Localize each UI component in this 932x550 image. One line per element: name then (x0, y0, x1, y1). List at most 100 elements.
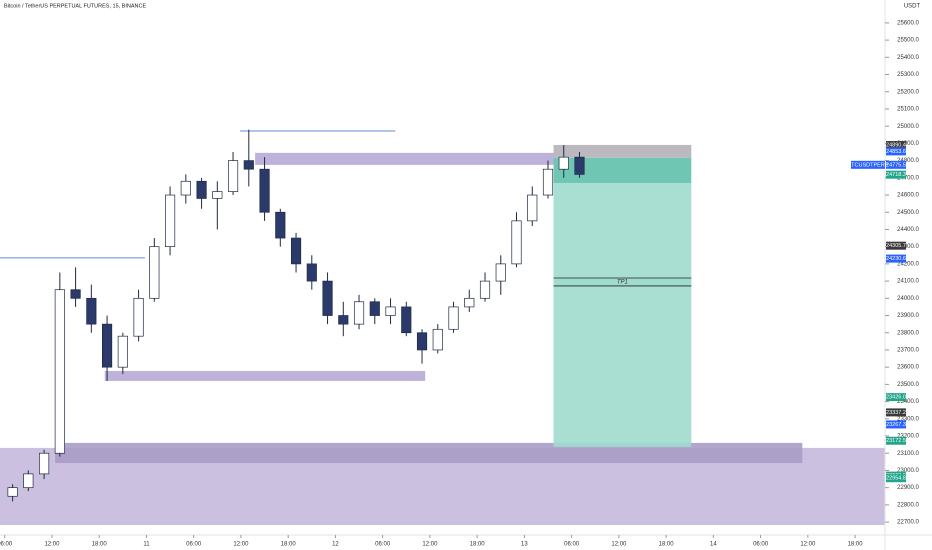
price-badge (886, 254, 906, 263)
target-label: TP1 (617, 280, 628, 286)
y-tick-label: 23200.0 (897, 434, 919, 440)
candle-body (23, 473, 34, 489)
zone (553, 182, 692, 447)
price-badge-label: 22954.8 (886, 476, 906, 482)
y-tick-label: 24300.0 (897, 244, 919, 250)
zone (55, 442, 803, 464)
price-badge-label: 24305.7 (886, 243, 906, 249)
candle-body (70, 289, 81, 299)
candle-body (558, 156, 569, 170)
y-tick-label: 24000.0 (897, 296, 919, 302)
y-tick-label: 24800.0 (897, 158, 919, 164)
candle-body (369, 301, 380, 316)
candle-body (464, 297, 475, 308)
price-badge-label: 24230.6 (886, 256, 906, 262)
candle-body (149, 246, 160, 299)
price-badge (886, 241, 906, 250)
y-tick-label: 22800.0 (897, 502, 919, 508)
y-tick-label: 23100.0 (897, 451, 919, 457)
x-tick-label: 06:00 (753, 542, 769, 548)
y-tick-label: 24400.0 (897, 227, 919, 233)
candle-body (164, 194, 176, 248)
candle-body (527, 194, 538, 222)
y-tick-label: 25200.0 (897, 89, 919, 95)
candle-body (39, 452, 50, 475)
price-badge (886, 436, 906, 445)
candle-body (574, 156, 585, 175)
y-tick-label: 25600.0 (897, 20, 919, 26)
candle-body (353, 301, 365, 325)
x-tick-label: 06:00 (564, 542, 580, 548)
y-tick-label: 23000.0 (897, 468, 919, 474)
symbol-badge (851, 160, 885, 169)
candle-body (227, 160, 239, 192)
price-badge (886, 474, 906, 483)
price-badge-label: 23337.2 (886, 410, 906, 416)
candle-body (196, 180, 207, 199)
y-tick-label: 24200.0 (897, 261, 919, 267)
zone (553, 144, 692, 158)
y-tick-label: 23300.0 (897, 416, 919, 422)
y-tick-label: 23600.0 (897, 365, 919, 371)
y-tick-label: 25100.0 (897, 107, 919, 113)
x-tick-label: 06:00 (0, 542, 13, 548)
candle-body (416, 332, 428, 351)
x-tick-label: 12 (332, 542, 339, 548)
candle-body (290, 237, 302, 265)
y-tick-label: 24100.0 (897, 279, 919, 285)
candle-body (495, 263, 506, 282)
x-tick-label: 12:00 (422, 542, 438, 548)
y-tick-label: 25300.0 (897, 72, 919, 78)
x-tick-label: 12:00 (611, 542, 627, 548)
zone (104, 370, 426, 381)
price-badge-label: 23267.3 (886, 422, 906, 428)
candle-body (133, 297, 144, 337)
x-tick-label: 18:00 (848, 542, 864, 548)
y-tick-label: 24500.0 (897, 210, 919, 216)
candle-body (542, 168, 554, 196)
candle-body (243, 160, 254, 170)
x-tick-label: 06:00 (186, 542, 202, 548)
x-tick-label: 18:00 (659, 542, 675, 548)
y-tick-label: 22700.0 (897, 520, 919, 526)
candle-body (479, 280, 491, 299)
price-badge (886, 408, 906, 417)
price-badge (886, 147, 906, 156)
symbol-badge-label: BTCUSDTPERP (848, 162, 889, 168)
x-tick-label: 12:00 (44, 542, 60, 548)
candle-body (385, 306, 396, 316)
candle-body (275, 211, 286, 239)
candle-body (306, 263, 317, 282)
y-tick-label: 23500.0 (897, 382, 919, 388)
y-unit: USDT (904, 4, 921, 10)
candle-body (180, 180, 191, 196)
price-badge (886, 141, 906, 150)
price-badge (886, 393, 906, 402)
zone (255, 152, 554, 165)
y-tick-label: 23400.0 (897, 399, 919, 405)
price-badge (886, 170, 906, 179)
x-tick-label: 18:00 (92, 542, 108, 548)
y-tick-label: 24600.0 (897, 193, 919, 199)
candle-body (117, 335, 128, 368)
y-tick-label: 22900.0 (897, 485, 919, 491)
x-tick-label: 11 (143, 542, 150, 548)
x-tick-label: 13 (521, 542, 528, 548)
price-badge-label: 24718.3 (886, 172, 906, 178)
candle-body (212, 191, 223, 199)
plot-area: TP1 (0, 129, 885, 526)
y-tick-label: 23800.0 (897, 330, 919, 336)
price-badge-label: 23172.5 (886, 438, 906, 444)
x-tick-label: 18:00 (470, 542, 486, 548)
candle-body (448, 306, 459, 330)
y-tick-label: 24900.0 (897, 141, 919, 147)
y-tick-label: 23700.0 (897, 348, 919, 354)
y-tick-label: 23900.0 (897, 313, 919, 319)
zone (553, 278, 692, 286)
price-badge-label: 23426.0 (886, 395, 906, 401)
candle-body (102, 323, 113, 368)
x-tick-label: 06:00 (375, 542, 391, 548)
candle-body (322, 280, 333, 316)
price-badge-label: 24775.5 (886, 162, 906, 168)
